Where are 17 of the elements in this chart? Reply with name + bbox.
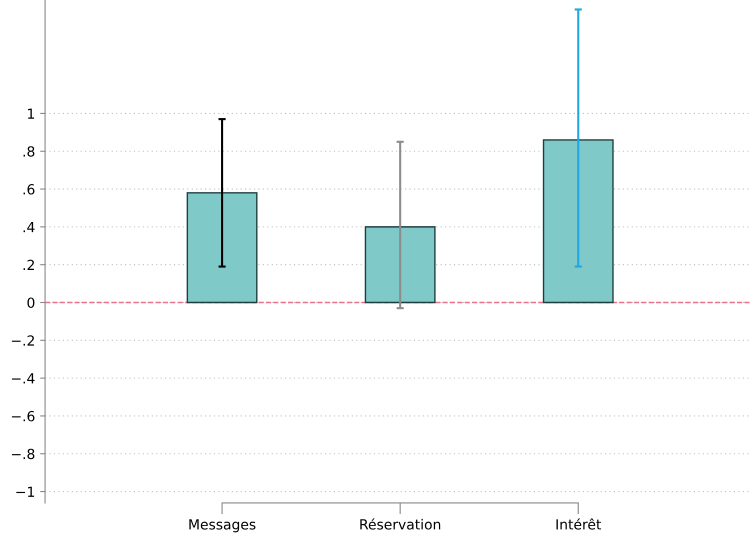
x-tick-label: Réservation — [360, 518, 440, 530]
x-tick-label: Intérêt — [556, 518, 602, 530]
y-tick-label: 1 — [28, 108, 34, 119]
x-tick-label: Messages — [189, 519, 256, 532]
y-tick-label: .4 — [24, 222, 35, 232]
y-tick-label: .8 — [24, 146, 34, 157]
y-tick-label: .6 — [24, 184, 34, 195]
y-tick-label: .2 — [24, 260, 34, 270]
bar — [364, 226, 436, 304]
y-tick-label: −.2 — [12, 335, 34, 346]
y-tick-label: −1 — [16, 486, 34, 497]
y-tick-label: −.6 — [12, 410, 34, 422]
bar — [542, 139, 614, 304]
y-tick-label: −.4 — [12, 373, 35, 384]
bar — [186, 192, 258, 304]
y-tick-label: −.8 — [12, 448, 34, 460]
y-tick-label: 0 — [27, 297, 34, 308]
